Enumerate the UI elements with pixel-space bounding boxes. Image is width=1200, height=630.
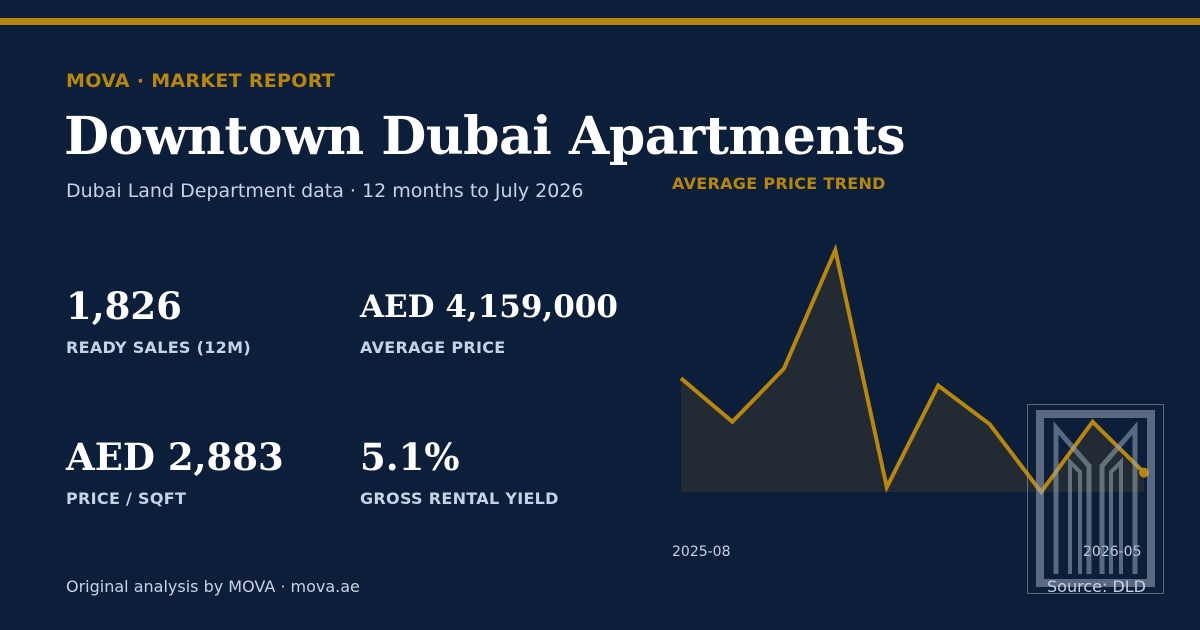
stat-price-per-sqft-value: AED 2,883: [66, 435, 284, 479]
stat-average-price-value: AED 4,159,000: [360, 289, 618, 325]
footer-credit: Original analysis by MOVA · mova.ae: [66, 577, 360, 596]
page-title: Downtown Dubai Apartments: [64, 106, 906, 167]
stat-rental-yield-value: 5.1%: [360, 435, 460, 479]
trend-line: [679, 243, 1146, 496]
source-note: Source: DLD: [1047, 577, 1146, 596]
top-accent-bar: [0, 18, 1200, 25]
chart-title: AVERAGE PRICE TREND: [672, 174, 886, 193]
trend-point-2026-05: [1139, 467, 1149, 478]
stat-price-per-sqft-label: PRICE / SQFT: [66, 489, 187, 508]
report-eyebrow: MOVA · MARKET REPORT: [66, 70, 336, 92]
stat-ready-sales-value: 1,826: [66, 284, 182, 328]
stat-ready-sales-label: READY SALES (12M): [66, 338, 251, 357]
trend-area-fill: [681, 250, 1144, 492]
x-tick-start: 2025-08: [672, 544, 731, 560]
page-subtitle: Dubai Land Department data · 12 months t…: [66, 180, 584, 202]
mova-building-logo-icon: [1027, 404, 1164, 594]
stat-rental-yield-label: GROSS RENTAL YIELD: [360, 489, 559, 508]
stat-average-price-label: AVERAGE PRICE: [360, 338, 506, 357]
